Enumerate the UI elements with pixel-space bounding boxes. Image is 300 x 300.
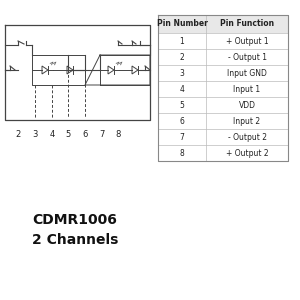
Text: 5: 5 — [65, 130, 70, 139]
Text: 7: 7 — [99, 130, 105, 139]
Text: 2 Channels: 2 Channels — [32, 233, 118, 247]
Text: 3: 3 — [32, 130, 38, 139]
Text: 5: 5 — [180, 100, 184, 109]
Text: - Output 2: - Output 2 — [227, 133, 266, 142]
Bar — [158, 15, 288, 33]
Text: 2: 2 — [180, 52, 184, 62]
Text: VDD: VDD — [238, 100, 256, 109]
Text: 2: 2 — [15, 130, 21, 139]
Text: Input 1: Input 1 — [233, 85, 261, 94]
Text: + Output 1: + Output 1 — [226, 37, 268, 46]
Text: 8: 8 — [180, 148, 184, 158]
Text: + Output 2: + Output 2 — [226, 148, 268, 158]
Text: 7: 7 — [180, 133, 184, 142]
Text: 8: 8 — [115, 130, 121, 139]
Text: Input 2: Input 2 — [233, 116, 261, 125]
Text: 3: 3 — [180, 68, 184, 77]
Text: 4: 4 — [180, 85, 184, 94]
Text: 6: 6 — [82, 130, 88, 139]
Text: CDMR1006: CDMR1006 — [33, 213, 117, 227]
Text: Input GND: Input GND — [227, 68, 267, 77]
Text: 4: 4 — [50, 130, 55, 139]
Text: - Output 1: - Output 1 — [227, 52, 266, 62]
Text: Pin Function: Pin Function — [220, 20, 274, 28]
Text: 1: 1 — [180, 37, 184, 46]
Text: 6: 6 — [180, 116, 184, 125]
Text: Pin Number: Pin Number — [157, 20, 207, 28]
